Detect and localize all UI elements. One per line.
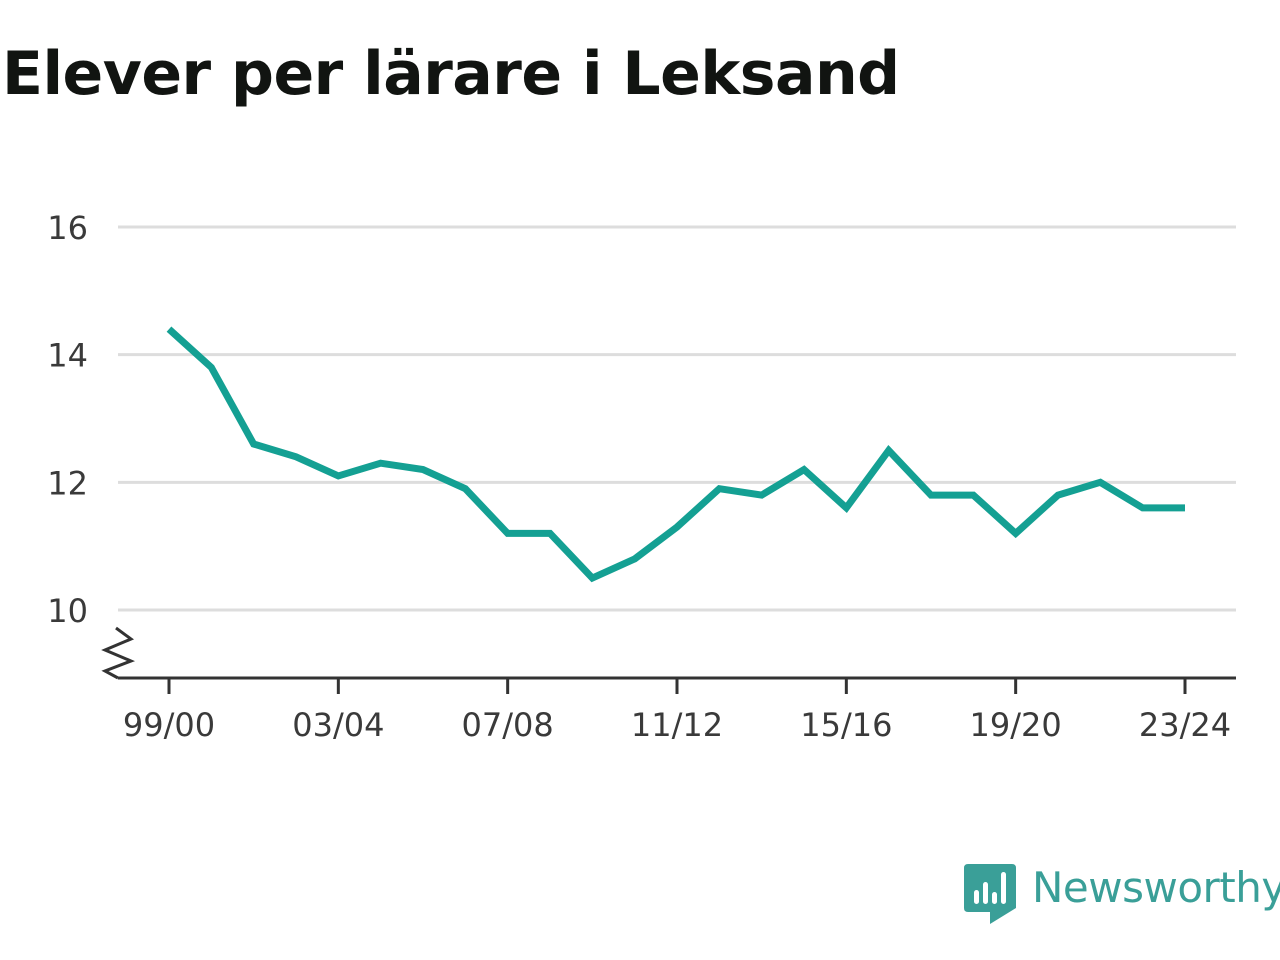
brand-name: Newsworthy xyxy=(1032,863,1280,912)
x-tick-label: 19/20 xyxy=(970,706,1062,744)
y-tick-label: 14 xyxy=(47,337,88,375)
series-line-0 xyxy=(166,326,1185,583)
y-tick-label: 16 xyxy=(47,209,88,247)
x-tick-label: 99/00 xyxy=(123,706,215,744)
axis-break-icon xyxy=(101,626,136,680)
x-tick-label: 07/08 xyxy=(462,706,554,744)
y-axis-labels: 10 12 14 16 xyxy=(47,209,88,630)
x-tick-label: 15/16 xyxy=(800,706,892,744)
newsworthy-bar-chart-icon xyxy=(964,864,1016,924)
chart-title: Elever per lärare i Leksand xyxy=(2,39,900,109)
x-tick-label: 23/24 xyxy=(1139,706,1231,744)
x-tick-label: 11/12 xyxy=(631,706,723,744)
series-layer xyxy=(166,326,1185,583)
newsworthy-logo: Newsworthy xyxy=(964,864,1280,926)
gridlines xyxy=(118,225,1236,612)
y-tick-label: 12 xyxy=(47,464,88,502)
x-tick-label: 03/04 xyxy=(292,706,384,744)
x-axis-labels: 99/00 03/04 07/08 11/12 15/16 19/20 23/24 xyxy=(123,706,1231,744)
x-axis xyxy=(101,626,1236,694)
y-tick-label: 10 xyxy=(47,592,88,630)
